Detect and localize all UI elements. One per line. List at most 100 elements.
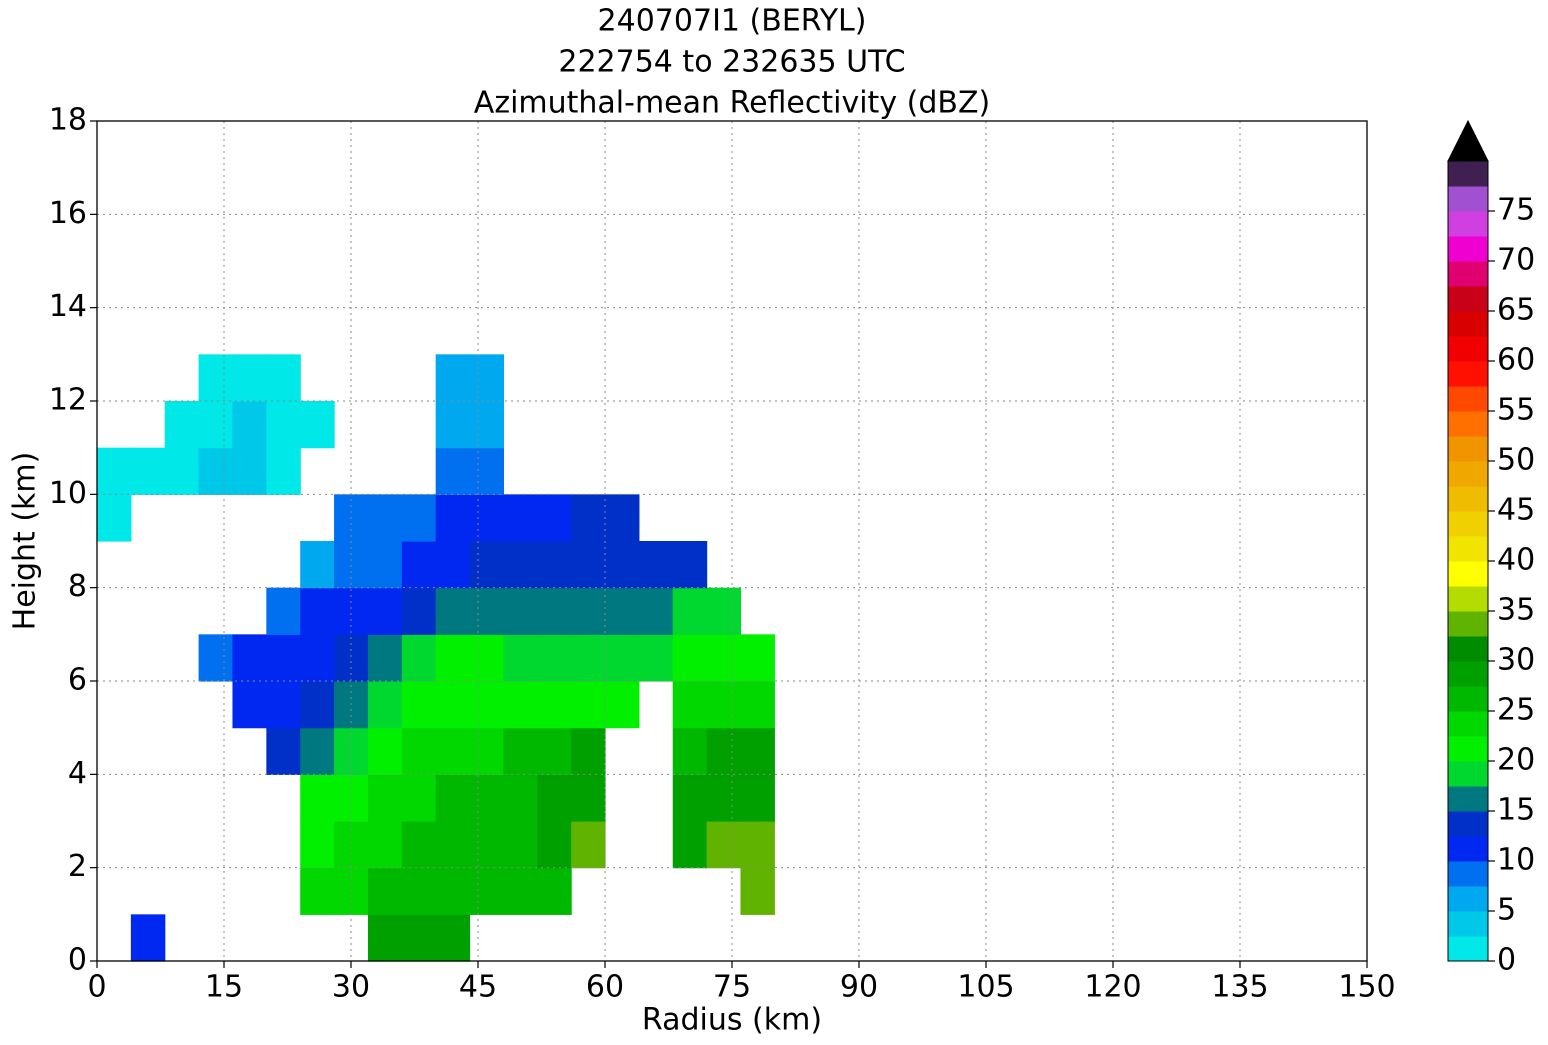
field-cell	[605, 541, 640, 589]
colorbar-bin	[1448, 636, 1488, 662]
y-tick-label: 14	[49, 289, 87, 324]
colorbar-bin	[1448, 861, 1488, 887]
x-tick-label: 150	[1338, 970, 1395, 1005]
colorbar-tick-label: 40	[1497, 543, 1535, 578]
field-cell	[469, 541, 504, 589]
colorbar-bin	[1448, 736, 1488, 762]
field-cell	[571, 681, 606, 729]
x-tick-label: 75	[713, 970, 751, 1005]
field-cell	[503, 821, 538, 869]
field-cell	[266, 727, 301, 775]
colorbar-bin	[1448, 161, 1488, 187]
field-cell	[435, 494, 471, 542]
field-cell	[537, 634, 572, 682]
field-cell	[571, 634, 606, 682]
field-cell	[503, 681, 538, 729]
field-cell	[300, 401, 335, 449]
field-cell	[334, 821, 369, 869]
field-cell	[300, 821, 335, 869]
field-cell	[401, 541, 437, 589]
y-tick-label: 18	[49, 103, 87, 138]
field-cell	[706, 821, 742, 869]
field-cell	[300, 634, 335, 682]
colorbar-bin	[1448, 661, 1488, 687]
colorbar-bin	[1448, 811, 1488, 837]
x-tick-label: 60	[586, 970, 624, 1005]
colorbar-bin	[1448, 336, 1488, 362]
field-cell	[740, 727, 775, 775]
field-cell	[164, 401, 200, 449]
colorbar-bin	[1448, 561, 1488, 587]
field-cell	[469, 681, 504, 729]
field-cell	[537, 867, 572, 915]
colorbar-tick-label: 70	[1497, 243, 1535, 278]
field-cell	[740, 821, 775, 869]
field-cell	[435, 867, 471, 915]
colorbar-bin	[1448, 686, 1488, 712]
field-cell	[503, 634, 538, 682]
field-cell	[503, 541, 538, 589]
field-cell	[198, 634, 234, 682]
field-cell	[537, 587, 572, 635]
colorbar-bin	[1448, 461, 1488, 487]
field-cell	[503, 774, 538, 822]
field-cell	[537, 494, 572, 542]
field-cell	[469, 494, 504, 542]
chart-title: 240707I1 (BERYL)	[598, 4, 867, 39]
field-cell	[300, 774, 335, 822]
field-cell	[401, 634, 437, 682]
field-cell	[435, 541, 471, 589]
field-cell	[672, 821, 708, 869]
colorbar-bin	[1448, 236, 1488, 262]
field-cell	[571, 587, 606, 635]
field-cell	[300, 727, 335, 775]
field-cell	[571, 727, 606, 775]
field-cell	[571, 821, 606, 869]
field-cell	[401, 774, 437, 822]
field-cell	[232, 447, 267, 495]
field-cell	[401, 587, 437, 635]
field-cell	[672, 634, 708, 682]
field-cell	[469, 821, 504, 869]
field-cell	[740, 774, 775, 822]
colorbar-bin	[1448, 511, 1488, 537]
field-cell	[401, 867, 437, 915]
field-cell	[537, 727, 572, 775]
field-cell	[97, 494, 132, 542]
field-cell	[435, 587, 471, 635]
field-cell	[367, 727, 403, 775]
colorbar-bin	[1448, 761, 1488, 787]
colorbar-tick-label: 10	[1497, 843, 1535, 878]
field-cell	[266, 681, 301, 729]
colorbar-extension	[1447, 119, 1489, 162]
colorbar-tick-label: 5	[1497, 893, 1516, 928]
field-cell	[469, 774, 504, 822]
colorbar-tick-label: 45	[1497, 493, 1535, 528]
colorbar-bin	[1448, 936, 1488, 962]
field-cell	[401, 821, 437, 869]
field-cell	[537, 821, 572, 869]
y-tick-label: 4	[68, 756, 87, 791]
field-cell	[266, 447, 301, 495]
field-cell	[232, 681, 267, 729]
field-cell	[537, 681, 572, 729]
field-cell	[266, 587, 301, 635]
colorbar-tick-label: 50	[1497, 443, 1535, 478]
colorbar-bin	[1448, 786, 1488, 812]
colorbar-bin	[1448, 586, 1488, 612]
y-tick-label: 8	[68, 569, 87, 604]
colorbar-bin	[1448, 486, 1488, 512]
chart-subtitle: 222754 to 232635 UTC	[558, 45, 905, 80]
field-cell	[672, 587, 708, 635]
x-tick-label: 30	[332, 970, 370, 1005]
colorbar-bin	[1448, 386, 1488, 412]
field-cell	[367, 867, 403, 915]
field-cell	[435, 727, 471, 775]
field-cell	[367, 681, 403, 729]
field-cell	[672, 727, 708, 775]
field-cell	[638, 634, 674, 682]
x-tick-label: 0	[87, 970, 106, 1005]
colorbar-bin	[1448, 311, 1488, 337]
y-tick-label: 10	[49, 476, 87, 511]
